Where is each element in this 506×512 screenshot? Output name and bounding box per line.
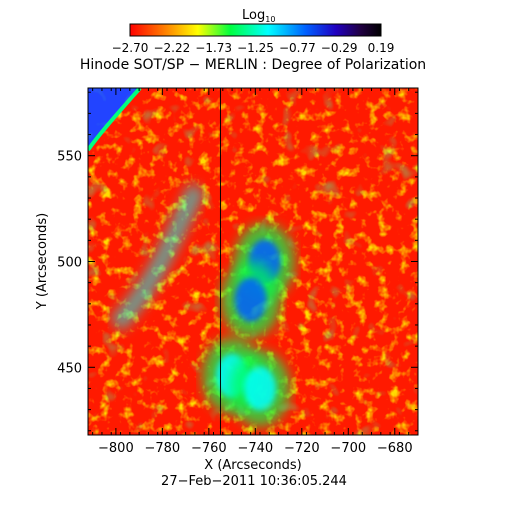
y-axis-label: Y (Arcseconds) (35, 213, 50, 310)
x-tick-label: −780 (145, 441, 181, 456)
colorbar-tick-label: −0.77 (279, 41, 316, 55)
timestamp: 27−Feb−2011 10:36:05.244 (161, 474, 347, 489)
x-axis: −800 −780 −760 −740 −720 −700 −680 (92, 88, 413, 456)
colorbar-ticks: −2.70 −2.22 −1.73 −1.25 −0.77 −0.29 0.19 (112, 41, 395, 55)
x-tick-label: −740 (237, 441, 273, 456)
x-axis-label: X (Arcseconds) (204, 458, 301, 473)
heatmap (88, 88, 418, 435)
y-tick-label: 550 (57, 150, 82, 165)
y-axis: 450 500 550 (57, 91, 418, 432)
x-tick-label: −720 (284, 441, 320, 456)
chart-title: Hinode SOT/SP − MERLIN : Degree of Polar… (80, 57, 426, 73)
colorbar-tick-label: −0.29 (321, 41, 358, 55)
x-tick-label: −700 (330, 441, 366, 456)
y-tick-label: 450 (57, 361, 82, 376)
x-tick-label: −680 (377, 441, 413, 456)
x-tick-label: −760 (191, 441, 227, 456)
colorbar-tick-label: −2.22 (153, 41, 190, 55)
colorbar-tick-label: −1.25 (237, 41, 274, 55)
x-tick-label: −800 (98, 441, 134, 456)
colorbar-tick-label: −1.73 (195, 41, 232, 55)
y-tick-label: 500 (57, 256, 82, 271)
colorbar-tick-label: 0.19 (368, 41, 395, 55)
heatmap-speckle-green (88, 88, 418, 435)
colorbar-tick-label: −2.70 (112, 41, 149, 55)
colorbar-label: Log10 (242, 8, 275, 24)
colorbar (129, 23, 382, 37)
